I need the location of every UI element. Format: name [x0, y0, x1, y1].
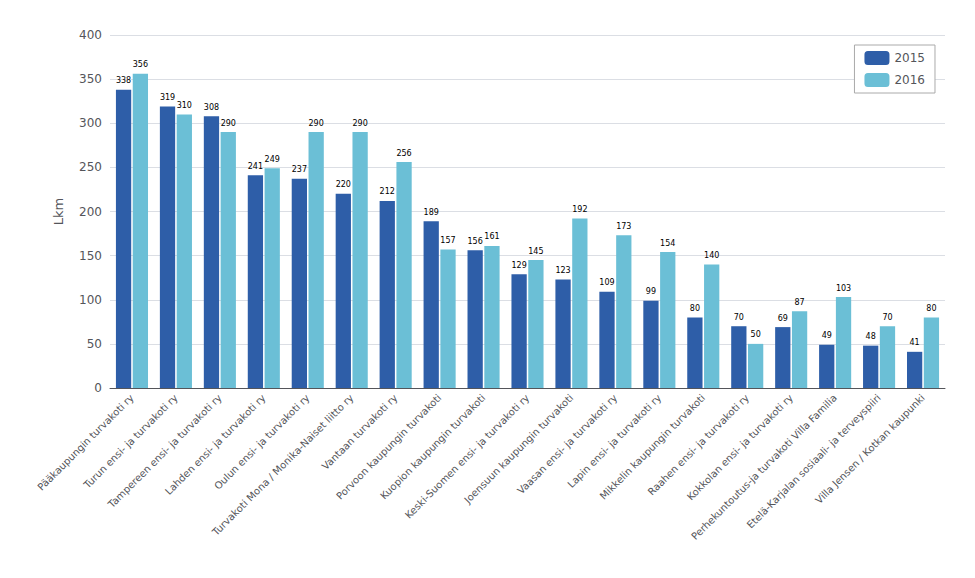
svg-text:Tampereen ensi- ja turvakoti r: Tampereen ensi- ja turvakoti ry — [106, 392, 224, 510]
svg-text:350: 350 — [79, 72, 102, 86]
svg-text:Kokkolan ensi- ja turvakoti ry: Kokkolan ensi- ja turvakoti ry — [684, 392, 796, 503]
svg-text:173: 173 — [616, 222, 631, 231]
svg-text:290: 290 — [309, 119, 324, 128]
svg-text:150: 150 — [79, 249, 102, 263]
svg-text:Keski-Suomen ensi- ja turvakot: Keski-Suomen ensi- ja turvakoti ry — [402, 392, 532, 521]
svg-text:308: 308 — [204, 103, 219, 112]
svg-text:156: 156 — [468, 237, 483, 246]
svg-text:Lapin ensi- ja turvakoti ry: Lapin ensi- ja turvakoti ry — [565, 392, 663, 490]
svg-text:241: 241 — [248, 162, 263, 171]
svg-text:Porvoon kaupungin turvakoti: Porvoon kaupungin turvakoti — [334, 392, 444, 502]
svg-text:Lahden ensi- ja turvakoti ry: Lahden ensi- ja turvakoti ry — [163, 392, 268, 497]
svg-text:50: 50 — [87, 337, 102, 351]
svg-text:69: 69 — [778, 314, 788, 323]
svg-text:87: 87 — [794, 298, 804, 307]
svg-text:48: 48 — [866, 332, 876, 341]
svg-text:103: 103 — [836, 284, 851, 293]
svg-text:140: 140 — [704, 251, 719, 260]
svg-text:Etelä-Karjalan sosiaali- ja te: Etelä-Karjalan sosiaali- ja terveyspiiri — [744, 392, 883, 531]
svg-text:161: 161 — [484, 232, 499, 241]
svg-text:49: 49 — [822, 331, 832, 340]
svg-text:Vaasan ensi- ja turvakoti ry: Vaasan ensi- ja turvakoti ry — [515, 392, 620, 497]
svg-text:319: 319 — [160, 93, 175, 102]
svg-text:220: 220 — [336, 180, 351, 189]
svg-text:237: 237 — [292, 165, 307, 174]
svg-text:200: 200 — [79, 205, 102, 219]
svg-text:Vantaan turvakoti ry: Vantaan turvakoti ry — [320, 392, 400, 472]
svg-text:256: 256 — [396, 149, 411, 158]
svg-text:50: 50 — [751, 330, 761, 339]
svg-text:Villa Jensen / Kotkan kaupunki: Villa Jensen / Kotkan kaupunki — [813, 392, 927, 506]
svg-text:70: 70 — [734, 313, 744, 322]
svg-text:80: 80 — [690, 304, 700, 313]
svg-text:310: 310 — [177, 101, 192, 110]
svg-text:400: 400 — [79, 28, 102, 42]
svg-text:2015: 2015 — [894, 51, 925, 65]
svg-text:Joensuun kaupungin turvakoti: Joensuun kaupungin turvakoti — [462, 392, 576, 506]
svg-text:70: 70 — [882, 313, 892, 322]
svg-text:Turun ensi- ja turvakoti ry: Turun ensi- ja turvakoti ry — [81, 392, 180, 491]
svg-text:80: 80 — [926, 304, 936, 313]
svg-text:290: 290 — [221, 119, 236, 128]
svg-text:109: 109 — [599, 278, 614, 287]
svg-text:Lkm: Lkm — [51, 198, 66, 225]
svg-text:99: 99 — [646, 287, 656, 296]
svg-text:300: 300 — [79, 116, 102, 130]
svg-text:250: 250 — [79, 160, 102, 174]
svg-text:154: 154 — [660, 239, 675, 248]
svg-text:249: 249 — [265, 155, 280, 164]
svg-text:Perhekuntoutus-ja turvakoti Vi: Perhekuntoutus-ja turvakoti Villa Famili… — [689, 392, 839, 542]
svg-text:Turvakoti Mona / Monika-Naiset: Turvakoti Mona / Monika-Naiset liitto ry — [210, 392, 356, 538]
svg-text:0: 0 — [94, 381, 102, 395]
svg-text:100: 100 — [79, 293, 102, 307]
svg-text:Kuopion kaupungin turvakoti: Kuopion kaupungin turvakoti — [378, 392, 488, 502]
svg-text:Pääkaupungin turvakoti ry: Pääkaupungin turvakoti ry — [35, 392, 136, 493]
svg-text:Raahen ensi- ja turvakoti ry: Raahen ensi- ja turvakoti ry — [645, 392, 752, 498]
svg-text:Oulun ensi- ja turvakoti ry: Oulun ensi- ja turvakoti ry — [212, 392, 312, 492]
svg-text:192: 192 — [572, 205, 587, 214]
svg-text:2016: 2016 — [894, 73, 925, 87]
svg-text:41: 41 — [910, 338, 920, 347]
svg-text:157: 157 — [440, 236, 455, 245]
svg-text:123: 123 — [555, 266, 570, 275]
svg-text:189: 189 — [424, 208, 439, 217]
svg-text:356: 356 — [133, 60, 148, 69]
svg-text:338: 338 — [116, 76, 131, 85]
svg-text:290: 290 — [352, 119, 367, 128]
svg-text:145: 145 — [528, 247, 543, 256]
svg-text:212: 212 — [380, 187, 395, 196]
svg-text:129: 129 — [511, 261, 526, 270]
svg-text:Mikkelin kaupungin turvakoti: Mikkelin kaupungin turvakoti — [597, 392, 708, 502]
